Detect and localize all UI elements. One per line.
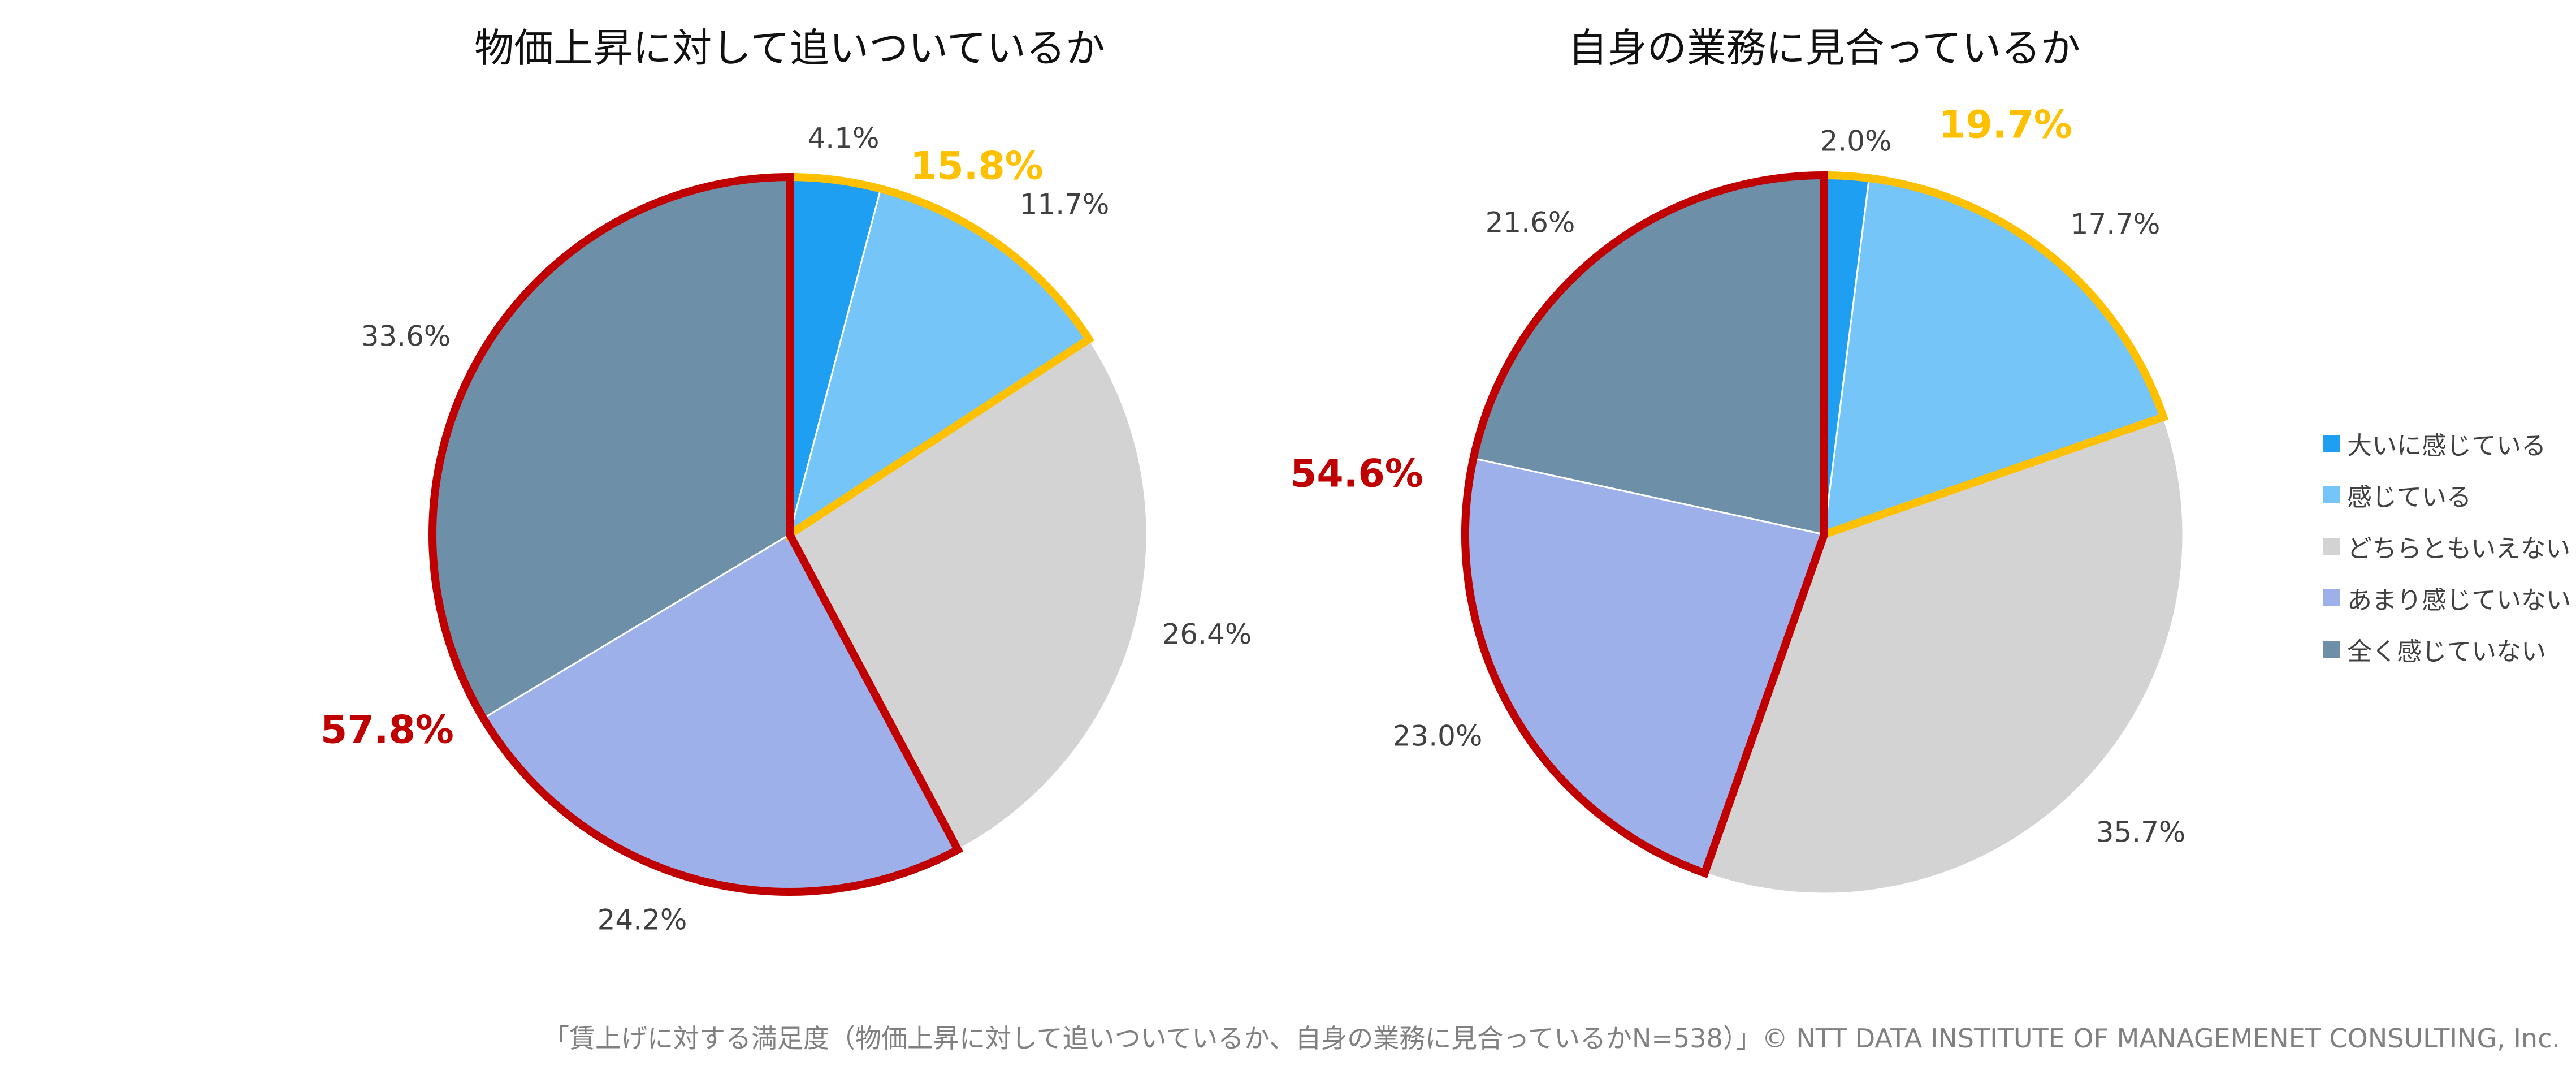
slice-label: 26.4% — [1162, 618, 1252, 651]
slice-label: 17.7% — [2071, 208, 2161, 241]
group-callout: 15.8% — [910, 144, 1044, 189]
legend-item: 全く感じていない — [2323, 623, 2571, 675]
legend-label: 全く感じていない — [2347, 637, 2546, 666]
slice-label: 2.0% — [1820, 125, 1891, 158]
pie-slice — [789, 338, 1148, 851]
legend-swatch — [2323, 486, 2340, 503]
slice-label: 4.1% — [807, 122, 879, 155]
group-outline — [1820, 171, 2169, 540]
legend-label: あまり感じていない — [2347, 585, 2571, 615]
legend-label: 大いに感じている — [2347, 431, 2546, 460]
slice-label: 35.7% — [2096, 816, 2186, 849]
legend-swatch — [2323, 589, 2340, 606]
slice-label: 24.2% — [598, 904, 687, 937]
legend: 大いに感じている 感じている どちらともいえない あまり感じていない 全く感じて… — [2323, 417, 2571, 675]
group-outline — [428, 172, 963, 896]
legend-label: 感じている — [2347, 482, 2471, 512]
legend-swatch — [2323, 537, 2340, 555]
legend-label: どちらともいえない — [2347, 534, 2571, 563]
slice-label: 23.0% — [1393, 720, 1483, 753]
legend-swatch — [2323, 640, 2340, 658]
legend-swatch — [2323, 434, 2340, 452]
footer-caption: 「賃上げに対する満足度（物価上昇に対して追いついているか、自身の業務に見合ってい… — [543, 1023, 2560, 1054]
slice-label: 21.6% — [1486, 206, 1575, 239]
group-outline — [786, 172, 1095, 542]
chart-title: 物価上昇に対して追いついているか — [474, 25, 1105, 71]
legend-item: 大いに感じている — [2323, 417, 2571, 469]
chart-title: 自身の業務に見合っているか — [1568, 25, 2081, 71]
group-callout: 57.8% — [321, 708, 454, 753]
legend-item: あまり感じていない — [2323, 572, 2571, 623]
slice-label: 33.6% — [361, 320, 451, 353]
group-callout: 54.6% — [1290, 452, 1423, 497]
slice-label: 11.7% — [1020, 188, 1110, 221]
legend-item: どちらともいえない — [2323, 520, 2571, 572]
legend-item: 感じている — [2323, 469, 2571, 520]
group-outline — [1461, 171, 1828, 878]
group-callout: 19.7% — [1939, 103, 2072, 148]
